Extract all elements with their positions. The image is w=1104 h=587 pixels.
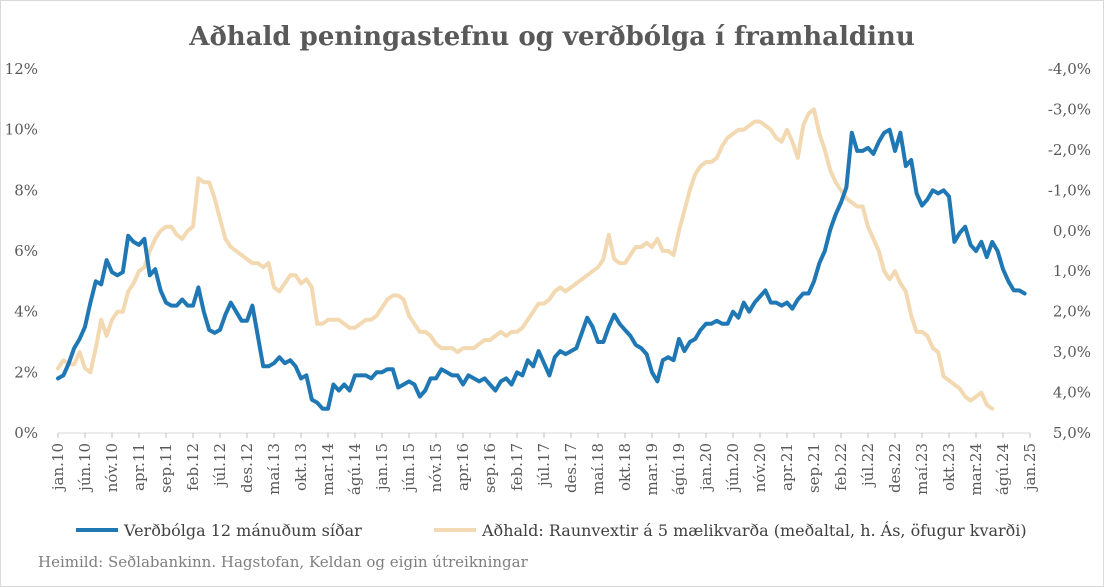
y-right-tick-label: 3,0%	[1053, 343, 1091, 361]
legend: Verðbólga 12 mánuðum síðar Aðhald: Raunv…	[76, 520, 1027, 540]
right-axis: -4,0% -3,0% -2,0% -1,0% 0,0% 1,0% 2,0% 3,0% 4,0%…	[1048, 60, 1091, 442]
x-tick-label: júl.12	[211, 443, 229, 488]
x-tick-label: ágú.24	[994, 443, 1012, 495]
x-tick-label: feb.22	[832, 443, 850, 491]
y-right-tick-label: 1,0%	[1053, 262, 1091, 280]
y-left-tick-label: 8%	[14, 181, 38, 199]
x-tick-label: mar.24	[967, 443, 985, 496]
x-tick-label: okt.13	[292, 443, 310, 491]
x-tick-label: maí.13	[265, 443, 283, 495]
x-tick-label: ágú.14	[346, 443, 364, 495]
y-left-tick-label: 4%	[14, 303, 38, 321]
x-tick-label: jún.20	[724, 443, 742, 493]
x-tick-label: des.22	[886, 443, 904, 493]
x-tick-label: jún.15	[400, 443, 418, 493]
legend-label-inflation: Verðbólga 12 mánuðum síðar	[123, 521, 362, 540]
chart-title: Aðhald peningastefnu og verðbólga í fram…	[188, 22, 915, 52]
y-left-tick-label: 6%	[14, 242, 38, 260]
y-right-tick-label: -1,0%	[1048, 181, 1091, 199]
x-tick-label: des.17	[562, 443, 580, 493]
y-left-tick-label: 2%	[14, 363, 38, 381]
x-tick-label: feb.17	[508, 443, 526, 491]
x-tick-label: ágú.19	[670, 443, 688, 495]
x-tick-label: nóv.15	[427, 443, 445, 492]
series-line-inflation	[56, 127, 1027, 411]
x-tick-label: júl.17	[535, 443, 553, 488]
x-tick-label: júl.22	[859, 443, 877, 488]
x-tick-label: mar.19	[643, 443, 661, 496]
x-tick-label: mar.14	[319, 443, 337, 496]
x-tick-label: nóv.20	[751, 443, 769, 492]
x-tick-label: okt.23	[940, 443, 958, 491]
x-tick-label: sep.21	[805, 443, 823, 493]
x-tick-label: okt.18	[616, 443, 634, 491]
x-tick-label: apr.11	[130, 443, 148, 491]
x-tick-label: maí.23	[913, 443, 931, 495]
x-tick-label: apr.16	[454, 443, 472, 491]
x-tick-label: sep.16	[481, 443, 499, 493]
x-tick-label: feb.12	[184, 443, 202, 491]
x-tick-label: des.12	[238, 443, 256, 493]
y-right-tick-label: 4,0%	[1053, 384, 1091, 402]
y-right-tick-label: -4,0%	[1048, 60, 1091, 78]
y-right-tick-label: 2,0%	[1053, 303, 1091, 321]
source-note: Heimild: Seðlabankinn. Hagstofan, Keldan…	[38, 553, 529, 571]
y-left-tick-label: 10%	[5, 121, 38, 139]
x-tick-label: sep.11	[157, 443, 175, 493]
y-right-tick-label: -3,0%	[1048, 100, 1091, 118]
x-tick-label: maí.18	[589, 443, 607, 495]
x-tick-label: jan.20	[697, 443, 715, 492]
y-right-tick-label: -2,0%	[1048, 141, 1091, 159]
series-line-real-rates	[56, 107, 995, 411]
y-left-tick-label: 0%	[14, 424, 38, 442]
x-tick-label: apr.21	[778, 443, 796, 491]
y-left-tick-label: 12%	[5, 60, 38, 78]
x-tick-label: jan.10	[49, 443, 67, 492]
y-right-tick-label: 0,0%	[1053, 222, 1091, 240]
y-right-tick-label: 5,0%	[1053, 424, 1091, 442]
plot-area	[56, 107, 1027, 411]
x-tick-label: jún.10	[76, 443, 94, 493]
x-tick-label: jan.15	[373, 443, 391, 492]
legend-label-real-rates: Aðhald: Raunvextir á 5 mælikvarða (meðal…	[481, 520, 1027, 540]
left-axis: 0% 2% 4% 6% 8% 10% 12%	[5, 60, 38, 442]
x-axis: jan.10 jún.10 nóv.10 apr.11 sep.11 feb.12 júl.…	[49, 433, 1039, 496]
x-tick-label: jan.25	[1021, 443, 1039, 492]
x-tick-label: nóv.10	[103, 443, 121, 492]
